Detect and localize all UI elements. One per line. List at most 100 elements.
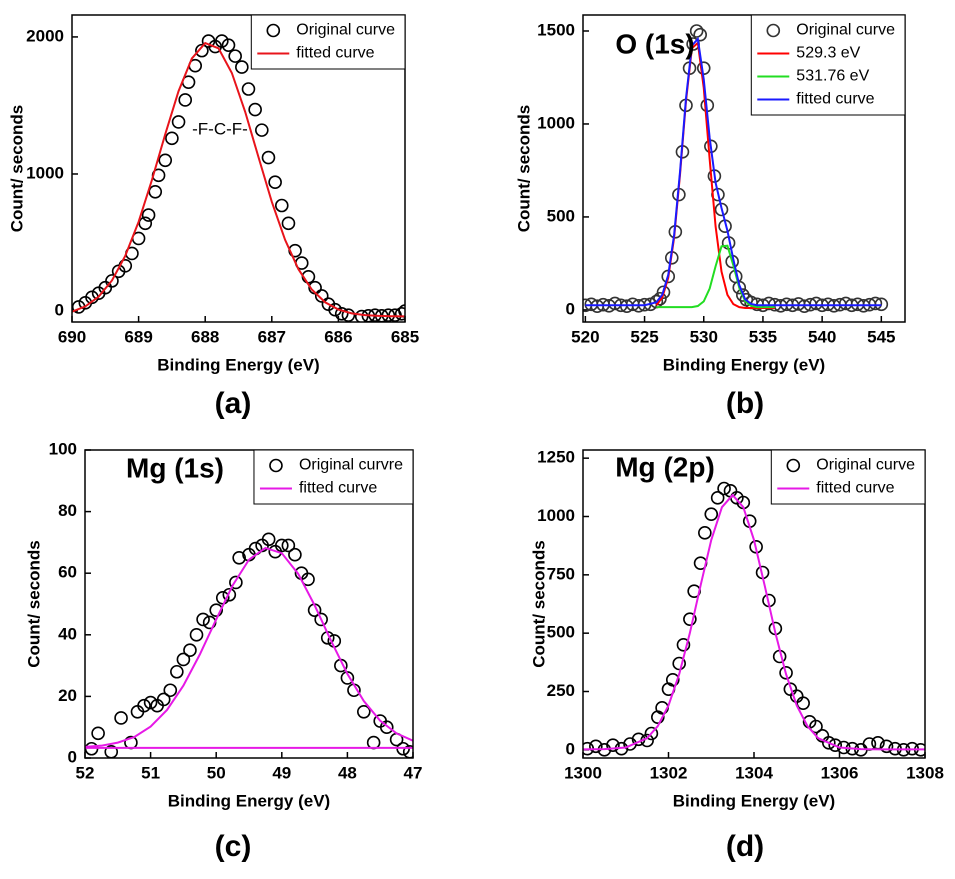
x-tick-label: 686 xyxy=(324,327,352,346)
legend-label: fitted curve xyxy=(296,45,374,62)
annotation: O (1s) xyxy=(615,28,694,59)
fit-line xyxy=(72,41,405,318)
x-tick-label: 48 xyxy=(338,763,357,782)
data-point xyxy=(589,739,603,754)
data-point xyxy=(653,291,667,306)
data-point xyxy=(356,704,371,719)
data-point xyxy=(710,491,725,505)
data-point xyxy=(176,652,191,667)
data-point xyxy=(779,666,793,680)
y-tick-label: 500 xyxy=(547,623,575,642)
y-tick-label: 100 xyxy=(49,439,77,458)
legend-label: fitted curve xyxy=(299,480,377,497)
data-point xyxy=(665,673,680,687)
plot-frame xyxy=(84,449,414,759)
x-tick-label: 520 xyxy=(571,327,599,346)
data-point xyxy=(698,526,712,540)
fit-line xyxy=(583,493,925,751)
x-tick-label: 1300 xyxy=(564,763,602,782)
x-tick-label: 50 xyxy=(207,763,226,782)
data-point xyxy=(672,656,686,671)
data-point xyxy=(255,123,269,137)
y-tick-label: 0 xyxy=(55,301,64,320)
data-point xyxy=(189,627,204,642)
data-point xyxy=(235,60,249,74)
data-point xyxy=(693,27,707,42)
y-tick-label: 1250 xyxy=(537,448,575,467)
legend-label: fitted curve xyxy=(816,480,894,497)
data-point xyxy=(334,306,349,321)
data-point xyxy=(809,719,823,734)
data-point xyxy=(398,304,405,318)
legend-box xyxy=(770,449,926,505)
x-tick-label: 1304 xyxy=(735,763,773,782)
legend-label: Original curve xyxy=(816,457,915,474)
legend-box xyxy=(250,14,406,70)
x-tick-label: 530 xyxy=(690,327,718,346)
x-tick-label: 51 xyxy=(141,763,160,782)
legend: Original curvre fitted curve xyxy=(253,449,414,505)
x-tick-label: 689 xyxy=(124,327,152,346)
data-point xyxy=(366,735,381,750)
data-point xyxy=(879,739,894,754)
y-axis-title: Count/ seconds xyxy=(514,105,533,233)
data-point xyxy=(143,695,158,710)
legend-marker xyxy=(786,458,801,473)
legend-marker xyxy=(266,23,281,38)
data-point xyxy=(868,296,883,311)
x-tick-label: 525 xyxy=(630,327,658,346)
plot-area xyxy=(72,34,405,322)
y-tick-label: 40 xyxy=(58,624,77,643)
data-point xyxy=(178,93,193,107)
legend-box xyxy=(253,449,414,505)
data-point xyxy=(170,664,184,679)
panel-label: (b) xyxy=(726,387,764,420)
x-tick-label: 535 xyxy=(749,327,777,346)
data-point xyxy=(171,115,186,129)
x-tick-label: 690 xyxy=(58,327,86,346)
plot-area xyxy=(583,481,925,757)
data-point xyxy=(148,184,163,199)
plot-frame xyxy=(71,14,406,323)
data-point xyxy=(274,538,289,553)
legend-label: 531.76 eV xyxy=(796,68,869,85)
y-tick-label: 0 xyxy=(68,747,77,766)
data-point xyxy=(314,612,328,627)
data-point xyxy=(165,131,179,146)
panel-label: (c) xyxy=(215,830,252,863)
x-axis-title: Binding Energy (eV) xyxy=(673,791,835,810)
data-point xyxy=(354,309,369,322)
data-point xyxy=(137,698,151,713)
y-tick-label: 1500 xyxy=(537,20,575,39)
annotation: Mg (1s) xyxy=(126,452,224,483)
plot-area xyxy=(583,24,889,313)
data-point xyxy=(288,547,302,562)
annotation: -F-C-F- xyxy=(192,119,248,138)
data-point xyxy=(704,507,719,521)
data-point xyxy=(281,538,296,553)
x-axis-title: Binding Energy (eV) xyxy=(663,355,825,374)
x-tick-label: 1306 xyxy=(821,763,859,782)
x-axis-title: Binding Energy (eV) xyxy=(168,791,330,810)
data-point xyxy=(261,150,276,165)
y-axis-title: Count/ seconds xyxy=(529,540,548,668)
x-tick-label: 685 xyxy=(391,327,419,346)
data-point xyxy=(158,153,173,168)
legend-label: 529.3 eV xyxy=(796,45,860,62)
x-tick-label: 49 xyxy=(272,763,291,782)
y-tick-label: 750 xyxy=(547,564,575,583)
data-point xyxy=(222,587,237,602)
data-point xyxy=(379,720,394,735)
legend-label: Original curvre xyxy=(299,457,403,474)
data-point xyxy=(114,711,128,725)
fit-line xyxy=(585,36,882,307)
data-point xyxy=(91,726,105,741)
y-tick-label: 60 xyxy=(58,563,77,582)
y-tick-label: 250 xyxy=(547,681,575,700)
panel: 690 689 688 687 686 685 0 1000 2000 Binding Energ… xyxy=(7,14,419,420)
panel: 520 525 530 535 540 545 0 500 1000 1500 Binding En… xyxy=(514,14,906,420)
x-tick-label: 52 xyxy=(76,763,95,782)
data-point xyxy=(215,34,229,48)
legend-label: Original curve xyxy=(796,22,895,39)
